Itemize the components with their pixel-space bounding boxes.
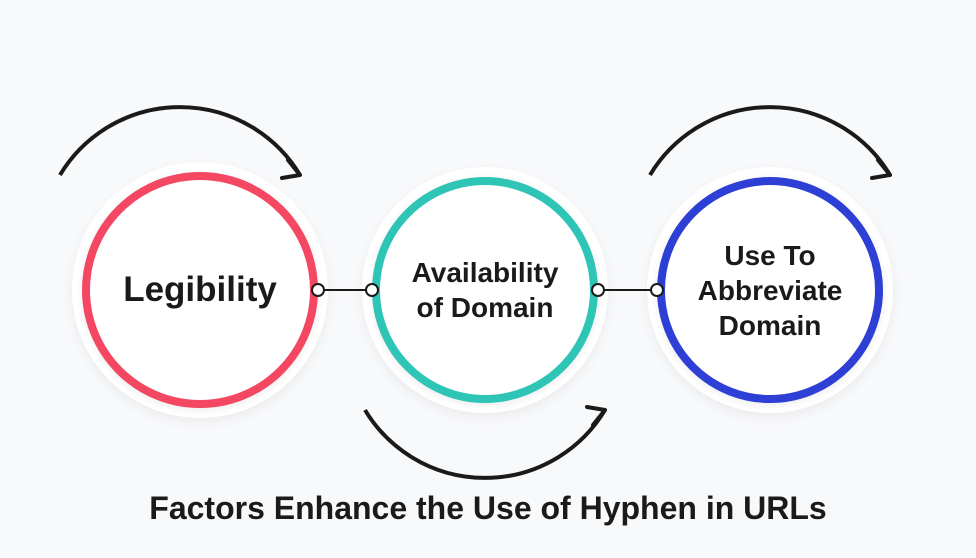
connector-dot-1a (311, 283, 325, 297)
connector-dot-2b (650, 283, 664, 297)
connector-dot-1b (365, 283, 379, 297)
connector-line-1 (318, 289, 372, 291)
diagram-title: Factors Enhance the Use of Hyphen in URL… (0, 490, 976, 527)
arrow-3 (0, 0, 976, 558)
connector-line-2 (598, 289, 657, 291)
connector-dot-2a (591, 283, 605, 297)
diagram-container: Legibility Availability of Domain Use To… (0, 0, 976, 558)
